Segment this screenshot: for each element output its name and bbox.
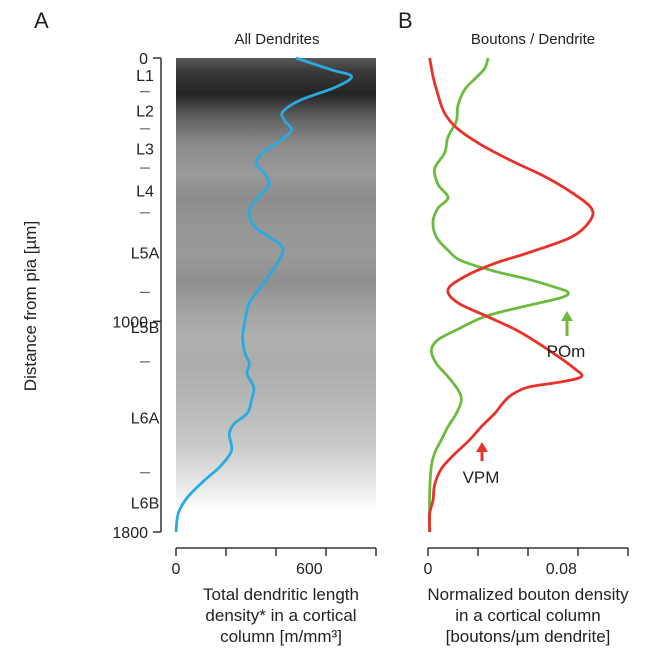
panel-a-x-axis: 0 600 <box>172 547 377 578</box>
layer-label: L4 <box>136 183 154 200</box>
layer-label: L6B <box>131 495 159 512</box>
y-axis-title: Distance from pia [µm] <box>21 221 40 391</box>
vpm-bouton-line <box>428 57 595 533</box>
x-tick-label: 600 <box>296 561 323 578</box>
pom-arrow-head <box>561 311 573 321</box>
panel-b-title: Boutons / Dendrite <box>471 31 595 48</box>
layer-labels: L1 L2 L3 L4 L5A L5B L6A L6B <box>131 68 160 513</box>
layer-label: L6A <box>131 410 160 427</box>
y-tick-label: 1000 <box>112 314 148 331</box>
pom-bouton-line <box>428 57 570 533</box>
layer-label: L2 <box>136 103 154 120</box>
panel-a-x-axis-title: Total dendritic length density* in a cort… <box>203 585 359 646</box>
dendrite-density-line <box>174 56 353 533</box>
vpm-annotation: VPM <box>463 442 500 487</box>
layer-label: L1 <box>136 68 154 85</box>
panel-a-series <box>174 56 353 533</box>
panel-b-x-axis: 0 0.08 <box>424 547 629 578</box>
x-tick-label: 0 <box>172 561 181 578</box>
panel-b-x-axis-title: Normalized bouton density in a cortical c… <box>427 585 629 646</box>
panel-b-series <box>428 57 595 533</box>
y-tick-label: 1800 <box>112 525 148 542</box>
layer-label: L5B <box>131 320 159 337</box>
layer-label: L3 <box>136 141 154 158</box>
layer-label: L5A <box>131 246 160 263</box>
y-axis: 0 1000 1800 <box>112 51 162 542</box>
vpm-label: VPM <box>463 468 500 487</box>
x-tick-label: 0 <box>424 561 433 578</box>
vpm-arrow-head <box>476 442 488 452</box>
y-tick-label: 0 <box>139 51 148 68</box>
pom-annotation: POm <box>547 311 586 361</box>
pom-label: POm <box>547 342 586 361</box>
density-background <box>176 58 376 508</box>
panel-a-title: All Dendrites <box>234 31 319 48</box>
panel-a-letter: A <box>34 8 49 33</box>
panel-b-letter: B <box>398 8 413 33</box>
x-tick-label: 0.08 <box>546 561 577 578</box>
